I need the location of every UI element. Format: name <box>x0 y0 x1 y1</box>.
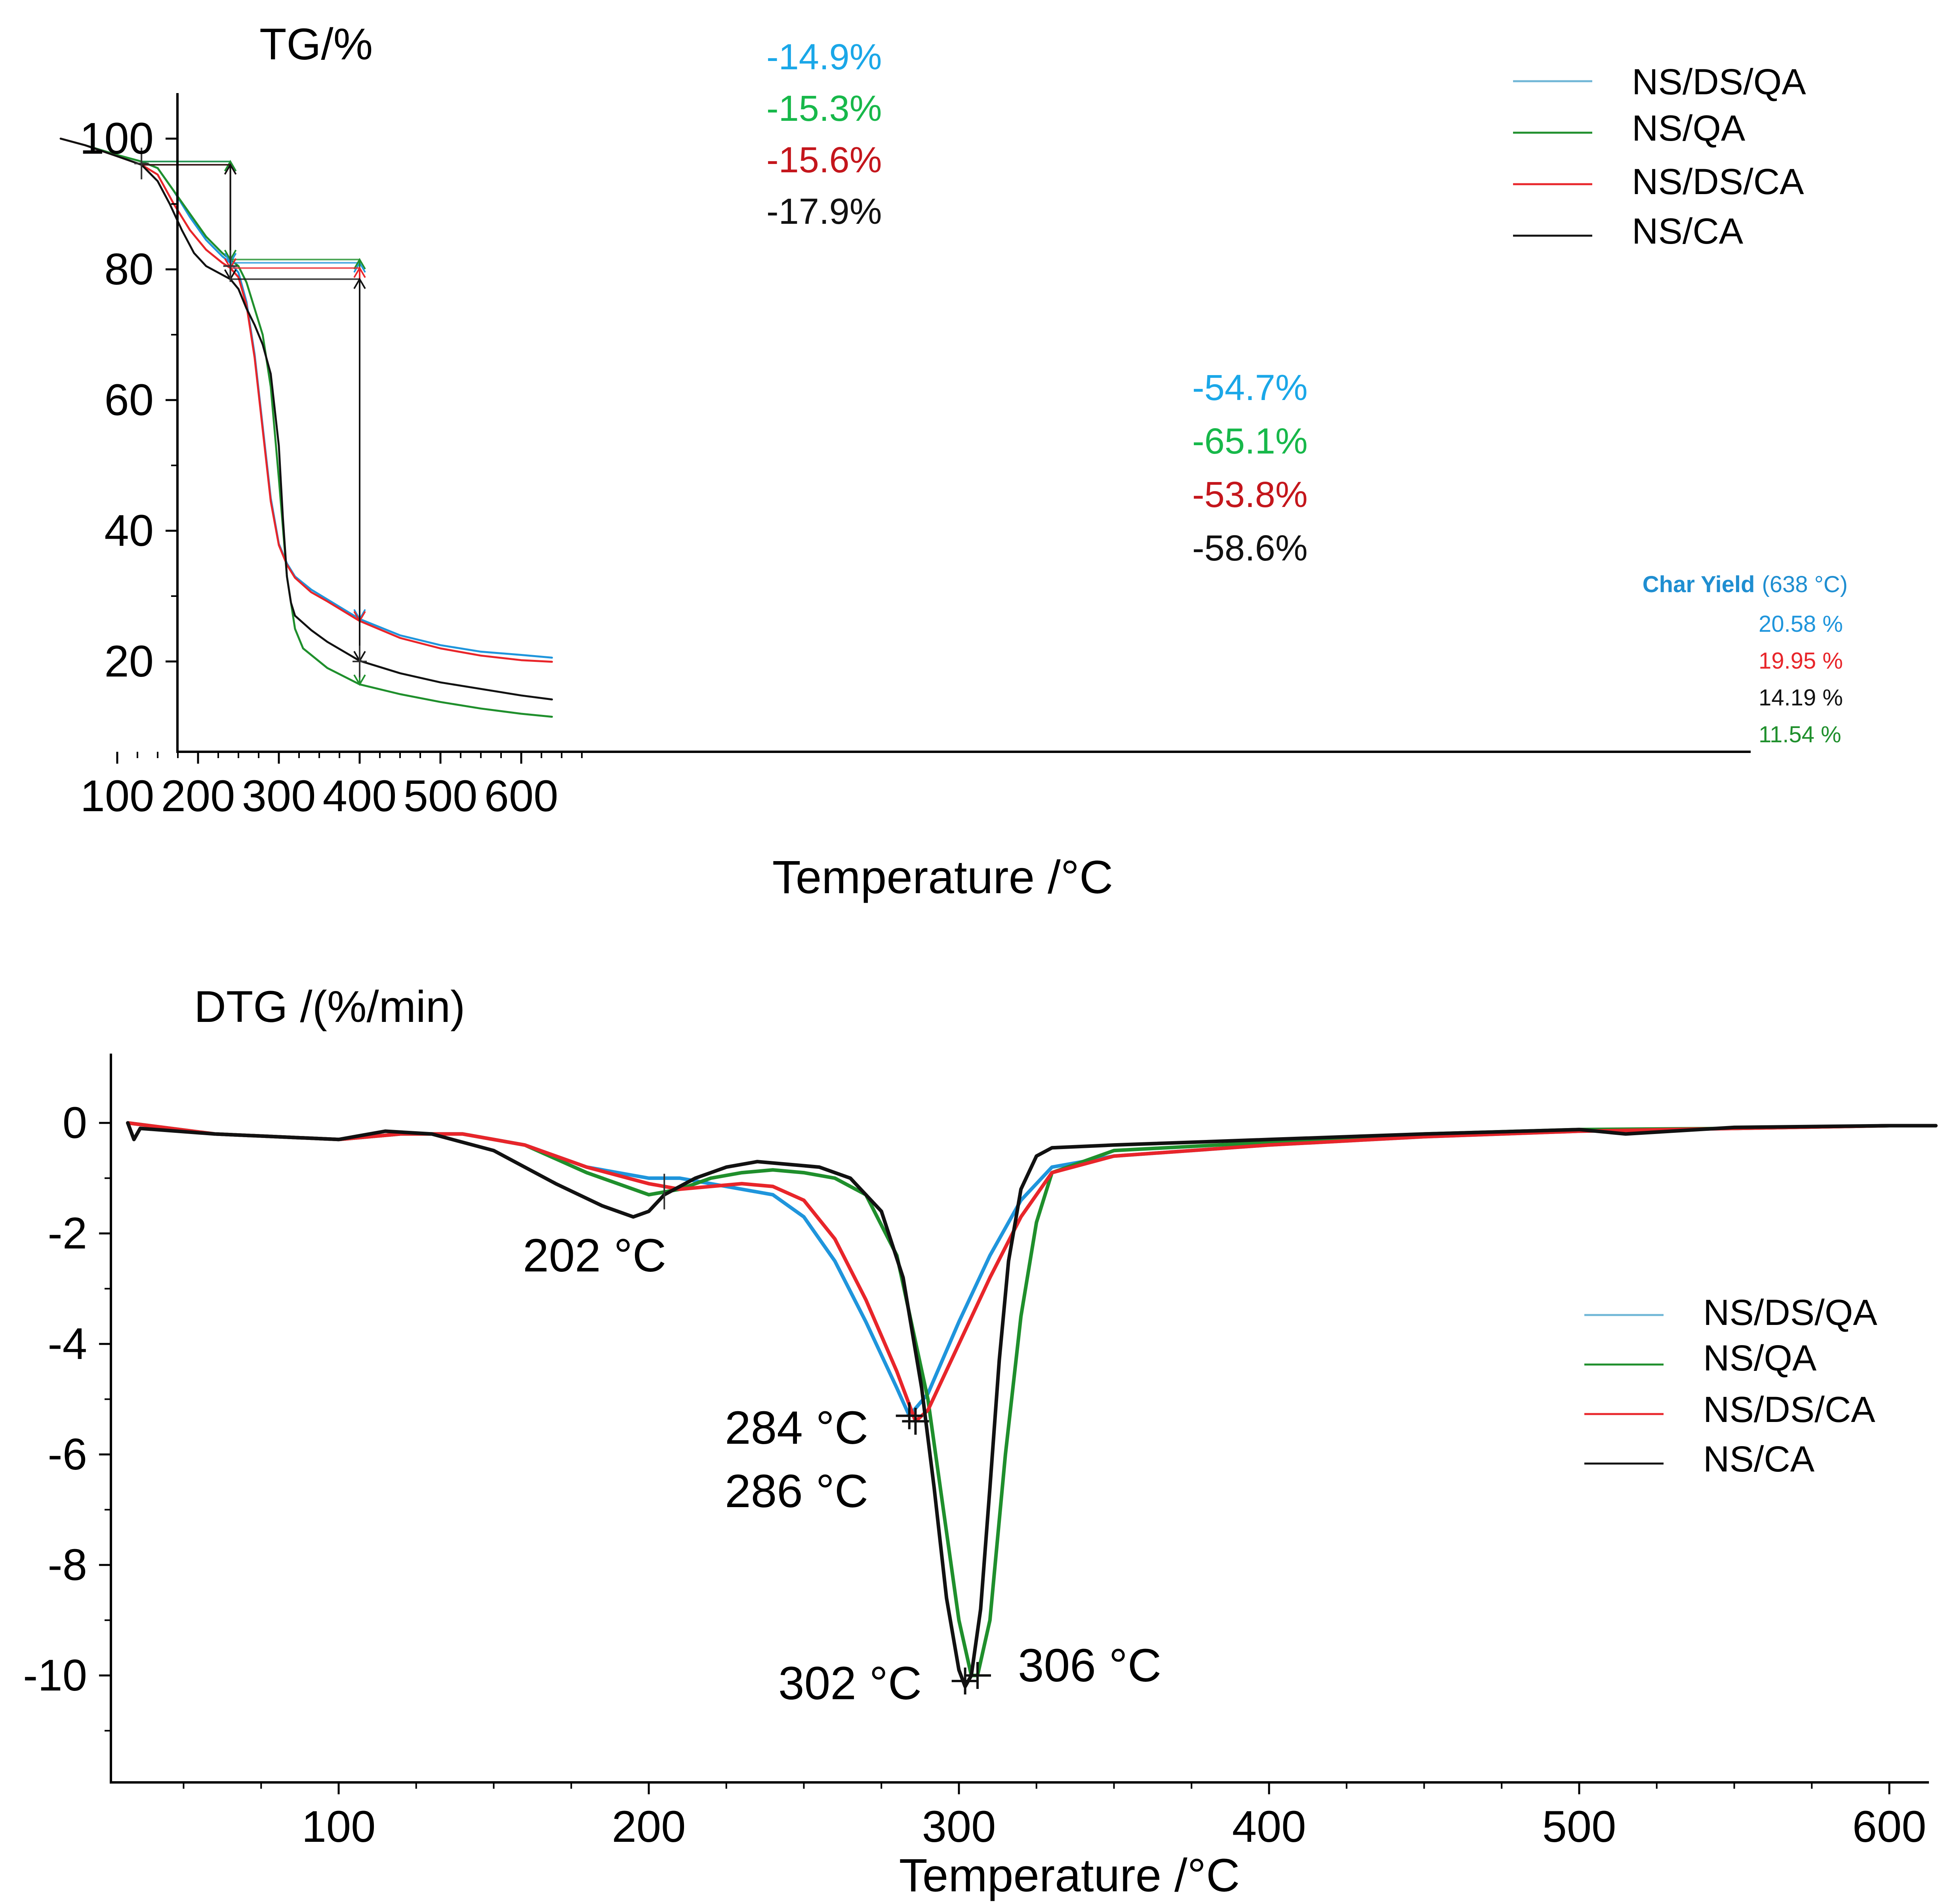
peak-label-302: 302 °C <box>778 1657 922 1710</box>
peak-label-202: 202 °C <box>523 1229 666 1282</box>
tg-x-tick-label-500: 500 <box>404 771 478 821</box>
tg-step2-loss-ns-ca: -58.6% <box>1192 528 1308 568</box>
dtg-legend-label-ns-qa: NS/QA <box>1703 1338 1817 1378</box>
dtg-legend-label-ns-ca: NS/CA <box>1703 1439 1815 1479</box>
tg-arrowhead <box>353 674 366 686</box>
dtg-y-tick-label--6: -6 <box>48 1429 87 1479</box>
tg-x-tick-label-600: 600 <box>484 771 558 821</box>
dtg-peak-marker-306 <box>964 1662 991 1689</box>
tg-x-tick-label-100: 100 <box>80 771 154 821</box>
char-yield-ns-ca: 14.19 % <box>1759 685 1843 711</box>
dtg-series-ns-ds-ca <box>126 1121 1938 1423</box>
tg-legend-label-ns-ca: NS/CA <box>1632 211 1744 252</box>
tg-y-tick-label-100: 100 <box>80 114 154 163</box>
dtg-legend: NS/DS/QA NS/QA NS/DS/CA NS/CA <box>1584 1292 1877 1479</box>
tg-step1-loss-ns-ds-ca: -15.6% <box>766 140 882 180</box>
dtg-series-group <box>126 1121 1938 1689</box>
dtg-y-title: DTG /(%/min) <box>194 982 465 1031</box>
tg-step2-loss-ns-qa: -65.1% <box>1192 421 1308 461</box>
tg-legend: NS/DS/QA NS/QA NS/DS/CA NS/CA <box>1513 62 1806 252</box>
tg-step1-loss-ns-ds-qa: -14.9% <box>766 37 882 77</box>
dtg-x-tick-label-100: 100 <box>302 1802 376 1851</box>
tg-x-tick-label-400: 400 <box>323 771 397 821</box>
tg-x-tick-label-300: 300 <box>242 771 316 821</box>
tg-arrowhead <box>353 277 366 289</box>
peak-label-286: 286 °C <box>725 1465 868 1517</box>
dtg-x-title: Temperature /°C <box>899 1849 1240 1902</box>
tg-arrowhead <box>224 160 237 172</box>
tg-step1-loss-ns-ca: -17.9% <box>766 191 882 232</box>
tg-y-tick-label-60: 60 <box>104 375 154 425</box>
dtg-peak-marker-284 <box>896 1402 923 1429</box>
tg-series-ns-ds-ca <box>59 137 553 663</box>
tg-marker-cross <box>134 147 149 179</box>
dtg-x-tick-label-300: 300 <box>922 1802 996 1851</box>
tg-series-ns-qa <box>59 137 553 718</box>
char-yield-ns-ds-ca: 19.95 % <box>1759 648 1843 674</box>
char-yield-title: Char Yield <box>1643 572 1755 597</box>
dtg-peak-marker-286 <box>902 1408 929 1435</box>
dtg-x-tick-label-600: 600 <box>1852 1802 1927 1851</box>
tg-arrowhead <box>224 163 237 175</box>
tg-arrowhead <box>353 258 366 270</box>
dtg-peak-marker-302 <box>951 1667 979 1694</box>
tg-step-markers <box>134 147 367 686</box>
char-yield-temp: (638 °C) <box>1762 572 1848 597</box>
tg-x-title: Temperature /°C <box>772 851 1113 903</box>
tg-y-tick-label-40: 40 <box>104 506 154 555</box>
dtg-ticks: 100 200 300 400 500 600 0 -2 -4 -6 -8 -10 <box>23 1098 1926 1851</box>
tg-step2-loss-ns-ds-qa: -54.7% <box>1192 368 1308 408</box>
tg-y-title: TG/% <box>259 19 373 69</box>
dtg-y-tick-label-0: 0 <box>63 1098 87 1147</box>
tg-step2-loss-ns-ds-ca: -53.8% <box>1192 475 1308 515</box>
char-yield-ns-ds-qa: 20.58 % <box>1759 611 1843 637</box>
tg-marker-cross <box>353 646 367 677</box>
dtg-peak-markers <box>663 1174 991 1694</box>
tg-step1-loss-ns-qa: -15.3% <box>766 88 882 129</box>
char-yield-ns-qa: 11.54 % <box>1759 722 1841 747</box>
tg-series-ns-ca <box>59 137 553 701</box>
tg-y-tick-label-80: 80 <box>104 244 154 294</box>
dtg-legend-label-ns-ds-qa: NS/DS/QA <box>1703 1292 1877 1333</box>
peak-label-284: 284 °C <box>725 1402 868 1454</box>
dtg-chart: DTG /(%/min) 100 200 300 400 500 600 0 -2 -4 -6 -8… <box>23 982 1938 1902</box>
char-yield-heading: Char Yield (638 °C) <box>1643 572 1848 597</box>
dtg-legend-label-ns-ds-ca: NS/DS/CA <box>1703 1389 1875 1430</box>
peak-label-306: 306 °C <box>1018 1639 1161 1692</box>
tg-legend-label-ns-ds-qa: NS/DS/QA <box>1632 62 1806 102</box>
dtg-series-ns-ca <box>126 1121 1938 1689</box>
tg-y-tick-label-20: 20 <box>104 637 154 686</box>
tg-marker-cross <box>223 250 238 282</box>
tg-arrowhead <box>353 266 366 278</box>
dtg-x-tick-label-400: 400 <box>1232 1802 1306 1851</box>
tg-series-group <box>59 137 553 718</box>
dtg-y-tick-label--8: -8 <box>48 1540 87 1590</box>
tg-legend-label-ns-ds-ca: NS/DS/CA <box>1632 162 1804 202</box>
tg-x-tick-label-200: 200 <box>161 771 235 821</box>
tg-legend-label-ns-qa: NS/QA <box>1632 108 1746 149</box>
dtg-x-tick-label-200: 200 <box>612 1802 686 1851</box>
dtg-x-tick-label-500: 500 <box>1542 1802 1616 1851</box>
dtg-y-tick-label--10: -10 <box>23 1651 87 1700</box>
dtg-y-tick-label--2: -2 <box>48 1208 87 1258</box>
dtg-y-tick-label--4: -4 <box>48 1319 87 1368</box>
